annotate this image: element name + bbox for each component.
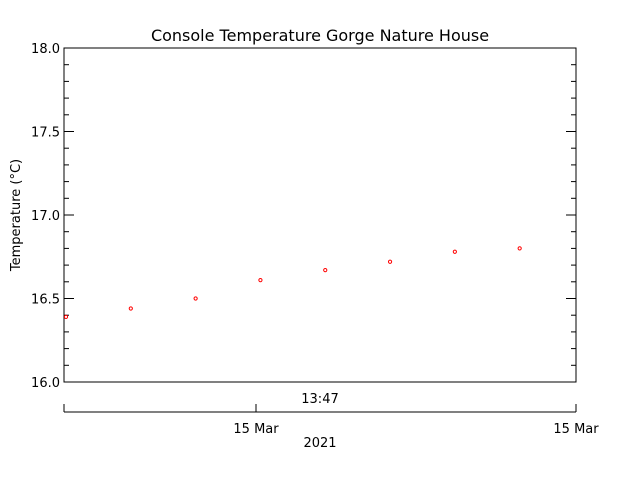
data-point	[387, 259, 393, 264]
data-point	[323, 268, 328, 273]
y-tick-label: 16.0	[31, 376, 60, 391]
y-axis-label: Temperature (°C)	[9, 159, 24, 272]
y-tick-label: 17.5	[31, 126, 60, 141]
chart-title: Console Temperature Gorge Nature House	[151, 26, 489, 45]
data-point	[193, 296, 198, 301]
data-point	[63, 314, 69, 319]
x-time-label: 13:47	[301, 392, 338, 407]
y-axis: 16.0 16.5 17.0 17.5 18.0	[31, 42, 576, 391]
x-tick-label: 15 Mar	[233, 422, 279, 437]
x-year-label: 2021	[303, 436, 336, 451]
plot-frame	[63, 47, 577, 383]
y-tick-label: 16.5	[31, 293, 60, 308]
data-series	[63, 246, 522, 319]
y-tick-label: 18.0	[31, 42, 60, 57]
data-point	[258, 278, 263, 283]
data-point	[452, 249, 457, 254]
x-tick-label: 15 Mar	[553, 422, 599, 437]
x-axis: 15 Mar 15 Mar 2021	[63, 404, 599, 451]
data-point	[128, 306, 133, 311]
data-point	[517, 246, 522, 251]
y-tick-label: 17.0	[31, 209, 60, 224]
